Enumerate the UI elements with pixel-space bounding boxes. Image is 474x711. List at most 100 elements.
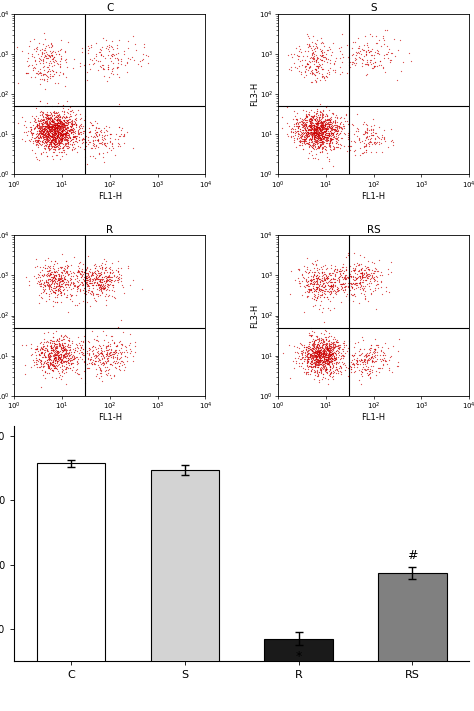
Point <box>53 135 60 146</box>
Point <box>49 119 57 130</box>
Point <box>39 132 46 143</box>
Point <box>342 269 349 280</box>
Point <box>32 272 40 284</box>
Point <box>95 128 102 139</box>
Point <box>385 365 393 376</box>
Point <box>324 132 332 144</box>
Point <box>32 43 39 54</box>
Point <box>49 107 57 118</box>
Point <box>357 264 365 275</box>
Point <box>352 137 359 148</box>
Point <box>318 135 325 146</box>
Point <box>313 122 320 133</box>
Point <box>91 352 99 363</box>
Point <box>311 141 319 153</box>
Point <box>303 292 310 303</box>
Point <box>60 140 68 151</box>
Point <box>61 112 69 124</box>
Point <box>357 378 365 390</box>
Point <box>66 135 73 146</box>
Point <box>46 361 53 373</box>
Point <box>312 258 319 269</box>
Point <box>361 355 368 366</box>
Point <box>312 120 320 132</box>
Point <box>304 362 311 373</box>
Point <box>33 131 40 142</box>
Point <box>312 124 319 136</box>
Point <box>325 104 333 115</box>
Point <box>61 80 69 91</box>
Point <box>56 154 64 165</box>
Point <box>82 138 89 149</box>
Point <box>109 43 117 55</box>
Point <box>350 361 358 373</box>
Point <box>297 116 304 127</box>
Point <box>27 126 34 137</box>
Point <box>48 266 55 277</box>
Point <box>46 348 54 359</box>
Point <box>35 120 43 132</box>
Point <box>113 53 120 64</box>
Point <box>323 113 330 124</box>
Point <box>318 133 326 144</box>
Point <box>301 353 308 364</box>
Point <box>327 127 335 139</box>
Point <box>319 350 327 361</box>
Point <box>336 52 344 63</box>
Point <box>311 140 319 151</box>
Point <box>86 53 94 64</box>
Point <box>47 139 55 151</box>
Point <box>308 133 315 144</box>
Point <box>34 115 42 127</box>
Point <box>57 348 64 359</box>
Point <box>45 141 53 152</box>
Point <box>326 347 333 358</box>
Point <box>356 271 364 282</box>
Point <box>361 128 368 139</box>
Point <box>55 338 63 350</box>
Point <box>352 60 359 71</box>
Point <box>378 342 386 353</box>
Point <box>64 261 72 272</box>
Point <box>55 351 63 363</box>
Point <box>317 127 324 139</box>
Point <box>71 366 79 378</box>
Point <box>47 271 55 282</box>
Point <box>38 343 46 355</box>
Point <box>114 272 122 283</box>
Point <box>323 132 331 143</box>
Point <box>52 123 60 134</box>
Point <box>323 339 330 351</box>
Point <box>53 122 61 133</box>
Point <box>55 118 63 129</box>
Point <box>130 54 138 65</box>
Point <box>310 131 318 142</box>
Point <box>55 135 63 146</box>
Point <box>46 129 54 141</box>
Point <box>60 146 68 157</box>
Point <box>368 30 375 41</box>
Point <box>72 289 80 301</box>
Point <box>44 360 52 371</box>
Point <box>301 281 308 292</box>
Point <box>62 255 69 267</box>
Point <box>55 367 63 378</box>
Point <box>110 337 118 348</box>
Point <box>296 137 303 148</box>
Point <box>42 275 50 287</box>
Point <box>366 54 374 65</box>
Point <box>55 358 63 369</box>
Point <box>301 134 309 146</box>
Point <box>59 133 66 144</box>
Point <box>298 348 306 360</box>
Point <box>81 284 88 295</box>
Point <box>363 146 370 158</box>
Point <box>319 347 327 358</box>
Point <box>72 114 79 126</box>
Point <box>308 114 315 125</box>
Point <box>117 352 124 363</box>
Point <box>41 135 49 146</box>
Point <box>370 360 377 371</box>
Point <box>40 356 47 368</box>
Point <box>77 336 85 347</box>
